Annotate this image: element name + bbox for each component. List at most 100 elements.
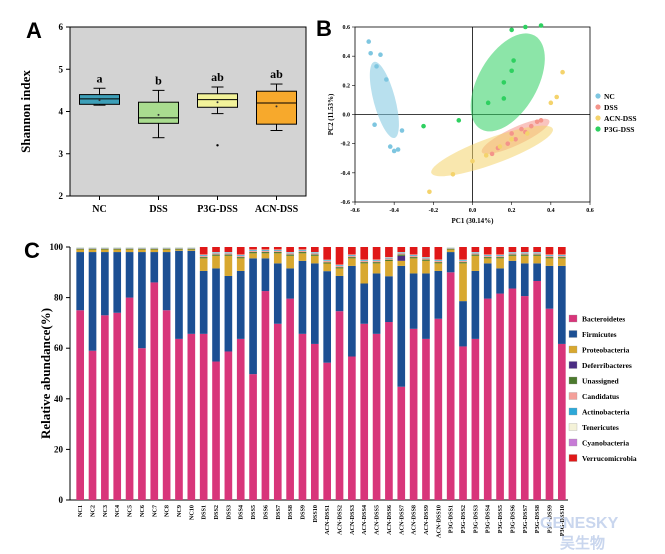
bar-segment-bacteroidetes xyxy=(113,312,122,500)
bar-segment-bacteroidetes xyxy=(76,310,85,500)
bar-segment-verrucomicrobia xyxy=(323,247,332,260)
significance-label: ab xyxy=(211,70,224,84)
bar-segment-tenericutes xyxy=(360,259,369,261)
bar-segment-firmicutes xyxy=(150,252,159,283)
bar-segment-tenericutes xyxy=(236,254,245,256)
watermark-line2: 吴生物 xyxy=(560,534,605,552)
bar-segment-candidatus xyxy=(397,253,406,255)
bar-segment-tenericutes xyxy=(385,257,393,258)
bar-segment-unassigned xyxy=(101,248,109,250)
mean-point xyxy=(275,105,278,108)
bar-segment-bacteroidetes xyxy=(249,374,257,500)
bar-segment-verrucomicrobia xyxy=(286,247,294,253)
bar-segment-verrucomicrobia xyxy=(422,247,430,258)
bar-segment-verrucomicrobia xyxy=(298,247,307,250)
bar-segment-verrucomicrobia xyxy=(533,247,541,253)
bar-segment-proteobacteria xyxy=(335,268,344,276)
bar-segment-candidatus xyxy=(434,260,443,263)
bar-segment-firmicutes xyxy=(483,263,492,299)
box-acn-dss xyxy=(256,90,297,125)
x-tick-label: P3G-DSS7 xyxy=(522,505,529,533)
x-tick-label: NC4 xyxy=(114,505,121,517)
x-tick-label: DSS xyxy=(149,204,168,215)
bar-segment-proteobacteria xyxy=(101,249,109,253)
bar-segment-unassigned xyxy=(175,248,183,250)
bar-segment-unassigned xyxy=(545,257,554,259)
x-tick-label: 0.6 xyxy=(586,208,594,214)
x-tick-label: DSS10 xyxy=(312,505,319,523)
bar-segment-actinobacteria xyxy=(113,247,122,249)
bar-segment-tenericutes xyxy=(298,249,307,251)
point-nc xyxy=(387,144,393,149)
bar-segment-firmicutes xyxy=(286,268,294,299)
bar-segment-actinobacteria xyxy=(187,247,196,249)
bar-segment-tenericutes xyxy=(113,247,122,248)
bar-segment-verrucomicrobia xyxy=(471,247,480,253)
legend-swatch xyxy=(568,361,578,369)
bar-segment-bacteroidetes xyxy=(471,338,480,500)
legend-label: Bacteroidetes xyxy=(582,315,625,324)
bar-segment-firmicutes xyxy=(385,276,393,323)
bar-segment-actinobacteria xyxy=(323,260,332,261)
bar-segment-firmicutes xyxy=(101,252,109,316)
bar-segment-actinobacteria xyxy=(335,265,344,266)
legend-swatch xyxy=(568,314,578,323)
x-tick-label: P3G-DSS9 xyxy=(546,505,553,533)
bar-segment-proteobacteria xyxy=(175,249,183,251)
bar-segment-candidatus xyxy=(138,248,146,249)
bar-segment-candidatus xyxy=(76,248,85,249)
point-dss xyxy=(528,123,534,129)
point-p3g-dss xyxy=(509,27,514,33)
bar-segment-firmicutes xyxy=(88,252,97,351)
bar-segment-actinobacteria xyxy=(508,252,517,254)
bar-segment-bacteroidetes xyxy=(273,323,282,500)
bar-segment-proteobacteria xyxy=(434,263,443,271)
point-p3g-dss xyxy=(485,100,491,106)
bar-segment-verrucomicrobia xyxy=(434,247,443,260)
bar-segment-firmicutes xyxy=(249,258,257,375)
bar-segment-unassigned xyxy=(261,252,270,254)
point-p3g-dss xyxy=(511,58,516,63)
point-p3g-dss xyxy=(421,123,426,129)
bar-segment-candidatus xyxy=(162,248,171,249)
bar-segment-candidatus xyxy=(348,255,356,258)
bar-segment-candidatus xyxy=(323,260,332,263)
bar-segment-candidatus xyxy=(471,253,480,255)
bar-segment-verrucomicrobia xyxy=(236,247,245,255)
bar-segment-actinobacteria xyxy=(397,252,406,254)
x-tick-label: ACN-DSS4 xyxy=(361,505,368,535)
bar-segment-candidatus xyxy=(187,248,196,249)
x-tick-label: DSS6 xyxy=(262,505,269,519)
bar-segment-bacteroidetes xyxy=(360,323,369,500)
x-tick-label: NC xyxy=(92,204,106,215)
y-tick-label: 40 xyxy=(54,394,64,404)
x-tick-label: ACN-DSS10 xyxy=(435,505,442,538)
box-dss xyxy=(138,101,179,124)
bar-segment-actinobacteria xyxy=(348,255,356,256)
bar-segment-bacteroidetes xyxy=(446,272,455,500)
bar-segment-verrucomicrobia xyxy=(261,247,270,250)
bar-segment-tenericutes xyxy=(483,254,492,256)
x-tick-label: ACN-DSS8 xyxy=(411,505,418,535)
bar-segment-unassigned xyxy=(88,248,97,250)
bar-segment-proteobacteria xyxy=(372,263,381,274)
bar-segment-bacteroidetes xyxy=(422,338,430,500)
bar-segment-deferribacteres xyxy=(397,255,406,261)
bar-segment-proteobacteria xyxy=(508,255,517,261)
legend-label: NC xyxy=(604,92,615,101)
bar-segment-firmicutes xyxy=(298,260,307,334)
point-nc xyxy=(391,148,397,154)
bar-segment-actinobacteria xyxy=(422,257,430,259)
x-tick-label: DSS4 xyxy=(238,505,245,519)
y-tick-label: -0.6 xyxy=(341,200,351,206)
bar-segment-actinobacteria xyxy=(385,257,393,259)
bar-segment-actinobacteria xyxy=(360,260,369,261)
legend-label: Firmicutes xyxy=(582,330,617,339)
y-tick-label: 100 xyxy=(50,242,64,252)
bar-segment-bacteroidetes xyxy=(236,338,245,500)
x-tick-label: P3G-DSS10 xyxy=(559,505,566,536)
point-p3g-dss xyxy=(501,96,507,101)
legend-swatch xyxy=(568,407,578,416)
bar-segment-candidatus xyxy=(224,253,233,255)
bar-segment-tenericutes xyxy=(446,247,455,248)
